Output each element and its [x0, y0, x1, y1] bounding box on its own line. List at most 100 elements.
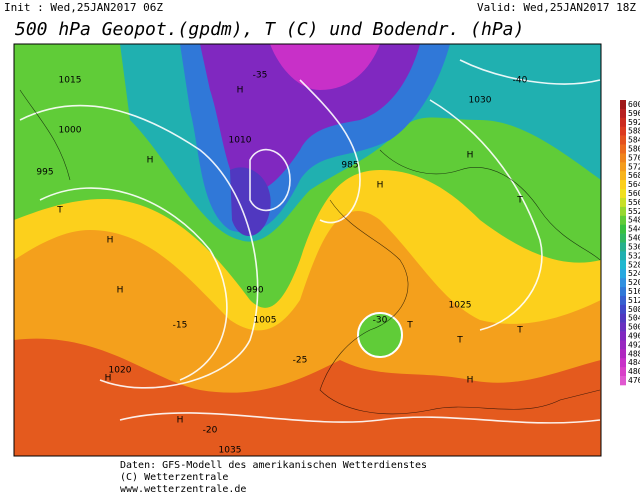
colorbar-label: 560 [628, 189, 640, 198]
colorbar-swatch [620, 304, 626, 315]
map-label: 1030 [469, 96, 492, 106]
map-label: -15 [173, 321, 188, 331]
colorbar-label: 520 [628, 278, 640, 287]
colorbar-swatch [620, 171, 626, 181]
map-label: T [456, 336, 463, 346]
colorbar-label: 496 [628, 332, 640, 341]
map-area [14, 44, 601, 456]
colorbar-swatch [620, 224, 626, 234]
map-label: 1000 [59, 126, 82, 136]
map-label: H [117, 286, 124, 296]
map-label: 1025 [449, 301, 472, 311]
map-label: -30 [373, 316, 388, 326]
map-label: T [406, 321, 413, 331]
colorbar-swatch [620, 162, 626, 172]
footer-line: (C) Wetterzentrale [120, 472, 228, 483]
colorbar-swatch [620, 206, 626, 217]
colorbar-label: 552 [628, 207, 640, 216]
map-label: H [467, 151, 474, 161]
colorbar-swatch [620, 376, 626, 386]
map-label: H [107, 236, 114, 246]
colorbar-label: 512 [628, 296, 640, 305]
colorbar-swatch [620, 313, 626, 323]
colorbar-swatch [620, 117, 626, 128]
colorbar-swatch [620, 287, 626, 297]
colorbar-swatch [620, 358, 626, 368]
colorbar-label: 528 [628, 260, 640, 269]
colorbar-swatch [620, 189, 626, 199]
map-label: H [377, 181, 384, 191]
colorbar-label: 584 [628, 136, 640, 145]
colorbar-label: 588 [628, 127, 640, 136]
colorbar-label: 488 [628, 349, 640, 358]
colorbar-swatch [620, 322, 626, 332]
colorbar-label: 500 [628, 323, 640, 332]
map-frame [13, 43, 602, 457]
colorbar-swatch [620, 108, 626, 119]
map-label: 995 [36, 168, 53, 178]
footer-line: Daten: GFS-Modell des amerikanischen Wet… [120, 460, 427, 471]
colorbar: 6005965925885845805765725685645605565525… [620, 100, 640, 386]
map-label: -35 [253, 71, 268, 81]
footer-line: www.wetterzentrale.de [120, 484, 246, 495]
valid-time: Valid: Wed,25JAN2017 18Z [477, 1, 636, 14]
map-label: 1010 [229, 136, 252, 146]
map-label: -25 [293, 356, 308, 366]
colorbar-label: 572 [628, 162, 640, 171]
colorbar-swatch [620, 135, 626, 145]
map-label: H [105, 374, 112, 384]
map-label: 990 [246, 286, 263, 296]
colorbar-swatch [620, 278, 626, 288]
colorbar-swatch [620, 144, 626, 154]
init-time: Init : Wed,25JAN2017 06Z [4, 1, 163, 14]
colorbar-label: 576 [628, 153, 640, 162]
map-label: T [516, 196, 523, 206]
map-label: H [177, 416, 184, 426]
map-label: 1035 [219, 446, 242, 456]
colorbar-swatch [620, 340, 626, 350]
colorbar-label: 544 [628, 225, 640, 234]
map-label: 1005 [254, 316, 277, 326]
map-label: H [237, 86, 244, 96]
colorbar-label: 592 [628, 118, 640, 127]
colorbar-swatch [620, 126, 626, 136]
colorbar-label: 536 [628, 242, 640, 251]
colorbar-swatch [620, 269, 626, 279]
colorbar-swatch [620, 197, 626, 208]
colorbar-label: 580 [628, 144, 640, 153]
map-label: -40 [513, 76, 528, 86]
colorbar-label: 568 [628, 171, 640, 180]
colorbar-swatch [620, 233, 626, 243]
colorbar-swatch [620, 260, 626, 270]
map-title: 500 hPa Geopot.(gpdm), T (C) und Bodendr… [15, 19, 524, 40]
colorbar-label: 504 [628, 314, 640, 323]
colorbar-label: 600 [628, 100, 640, 109]
colorbar-swatch [620, 349, 626, 359]
colorbar-label: 532 [628, 251, 640, 260]
map-label: H [467, 376, 474, 386]
colorbar-label: 524 [628, 269, 640, 278]
colorbar-label: 484 [628, 358, 640, 367]
map-label: 985 [341, 161, 358, 171]
colorbar-label: 508 [628, 305, 640, 314]
map-label: 1020 [109, 366, 132, 376]
colorbar-label: 516 [628, 287, 640, 296]
colorbar-label: 540 [628, 234, 640, 243]
map-label: -20 [203, 426, 218, 436]
colorbar-swatch [620, 331, 626, 341]
colorbar-swatch [620, 153, 626, 163]
map-label: H [147, 156, 154, 166]
colorbar-label: 548 [628, 216, 640, 225]
colorbar-label: 596 [628, 109, 640, 118]
map-label: T [56, 206, 63, 216]
colorbar-label: 556 [628, 198, 640, 207]
colorbar-swatch [620, 367, 626, 377]
colorbar-swatch [620, 251, 626, 261]
colorbar-swatch [620, 180, 626, 190]
map-label: T [516, 326, 523, 336]
map-label: 1015 [59, 76, 82, 86]
map-labels: H H H H H H H H H T T T T T 1015 1000 995 990 985 1030 1020 1… [36, 71, 527, 456]
colorbar-label: 476 [628, 376, 640, 385]
colorbar-label: 564 [628, 180, 640, 189]
